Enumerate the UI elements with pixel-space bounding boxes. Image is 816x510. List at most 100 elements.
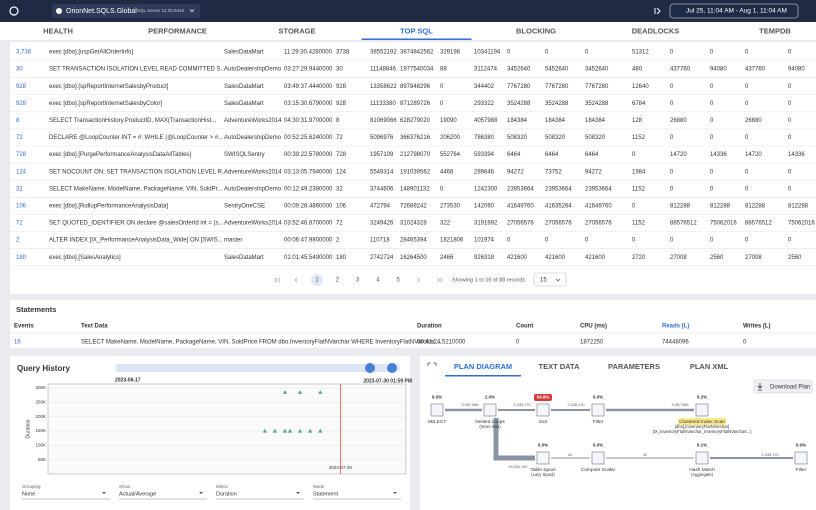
cell: 1872250 [580,340,604,346]
slider-handle[interactable] [387,363,397,373]
y-tick-label: 200K [35,414,46,419]
column-header[interactable]: Writes (L) [743,324,771,330]
first-page[interactable] [274,277,281,283]
node-cost: 0.0% [593,443,603,448]
range-start: 2023-06-17 [115,377,141,383]
last-page[interactable] [437,277,443,283]
plan-node-icon[interactable] [695,451,709,465]
column-header[interactable]: Count [516,324,533,330]
cell: 2560 [788,255,802,261]
page-size: 15 [540,278,547,284]
cell: SELECT MakeName, ModelName, PackageName,… [49,186,223,192]
server-picker[interactable] [52,4,200,18]
date-picker[interactable] [669,3,799,19]
expand-icon[interactable] [427,362,437,366]
download-label[interactable]: Download Plan [770,385,810,391]
events-link[interactable]: 2 [16,238,20,244]
cell: 94080 [710,67,727,73]
tab[interactable]: DEADLOCKS [632,26,680,35]
slider-handle[interactable] [365,363,375,373]
tab[interactable]: HEALTH [43,26,73,35]
cell: 812288 [788,203,809,209]
cell: AdventureWorks2014 [224,169,282,175]
page-button[interactable]: 3 [356,278,360,284]
cell: 41649760 [507,203,534,209]
edge-label: 42 [643,453,647,457]
events-link[interactable]: 106 [16,203,27,209]
page-button[interactable]: 1 [315,278,319,284]
data-point[interactable] [262,428,268,433]
data-point[interactable] [318,390,323,394]
plan-node-icon[interactable] [591,451,605,465]
data-point[interactable] [287,428,293,433]
data-point[interactable] [297,428,303,433]
download-button[interactable] [753,379,813,394]
data-point[interactable] [272,428,278,433]
cell: 14720 [745,152,762,158]
page-button[interactable]: 2 [336,278,340,284]
chevron [555,278,561,282]
tab[interactable]: PERFORMANCE [148,26,207,35]
query-history-title: Query History [17,364,70,373]
plan-tab[interactable]: PLAN DIAGRAM [454,362,512,371]
filter-value[interactable]: Actual/Average [119,491,156,497]
tab[interactable]: TEMPDB [759,26,791,35]
cell: 0 [670,186,674,192]
prev-page[interactable] [294,277,298,283]
live-icon[interactable] [654,7,661,15]
plan-tab[interactable]: TEXT DATA [539,362,581,371]
plan-node-icon[interactable] [536,403,550,417]
range-slider[interactable] [115,364,400,372]
column-header[interactable]: Text Data [81,324,108,330]
data-point[interactable] [297,390,303,394]
tab[interactable]: BLOCKING [516,26,556,35]
y-axis-label: Duration [25,419,31,438]
plan-panel [420,356,816,510]
cell: AutoDealershipDemo [224,186,282,192]
events-link[interactable]: 16 [14,340,21,346]
events-link[interactable]: 72 [16,221,23,227]
node-label: Compute Scalar [581,467,616,473]
column-header[interactable]: Duration [417,324,442,330]
cell: 5549314 [370,169,394,175]
page-button[interactable]: 5 [397,278,401,284]
events-link[interactable]: 728 [16,152,27,158]
events-link[interactable]: 3,738 [16,50,32,56]
events-link[interactable]: 180 [16,255,27,261]
plan-tab[interactable]: PARAMETERS [608,362,660,371]
plan-node-icon[interactable] [591,403,605,417]
plan-tab[interactable]: PLAN XML [690,362,729,371]
filter-label: Grouping [22,484,41,489]
tab[interactable]: STORAGE [279,26,316,35]
column-header[interactable]: Reads (L) [662,324,689,330]
plan-node-icon[interactable] [695,403,709,417]
filter-value[interactable]: Statement [313,491,339,497]
plan-node-icon[interactable] [430,403,444,417]
events-link[interactable]: 124 [16,169,27,175]
page-size-select[interactable] [533,272,567,287]
data-point[interactable] [282,390,288,394]
tab[interactable]: TOP SQL [400,26,433,35]
filter-value[interactable]: Duration [216,491,237,497]
column-header[interactable]: Events [14,324,34,330]
page-button[interactable]: 4 [376,278,380,284]
next-page[interactable] [417,277,420,283]
data-point[interactable] [318,428,323,433]
plan-node-icon[interactable] [536,451,550,465]
events-link[interactable]: 928 [16,101,27,107]
cell: 0 [670,135,674,141]
cell: 27056576 [585,221,612,227]
plan-node-icon[interactable] [483,403,497,417]
events-link[interactable]: 32 [16,186,23,192]
filter-value[interactable]: None [22,491,35,497]
events-link[interactable]: 928 [16,84,27,90]
events-link[interactable]: 30 [16,67,23,73]
data-point[interactable] [307,428,313,433]
cell: 0 [788,101,792,107]
data-point[interactable] [282,428,288,433]
column-header[interactable]: CPU (ms) [580,324,607,330]
events-link[interactable]: 8 [16,118,20,124]
events-link[interactable]: 72 [16,135,23,141]
cell: 0 [632,203,636,209]
plan-node-icon[interactable] [794,451,808,465]
